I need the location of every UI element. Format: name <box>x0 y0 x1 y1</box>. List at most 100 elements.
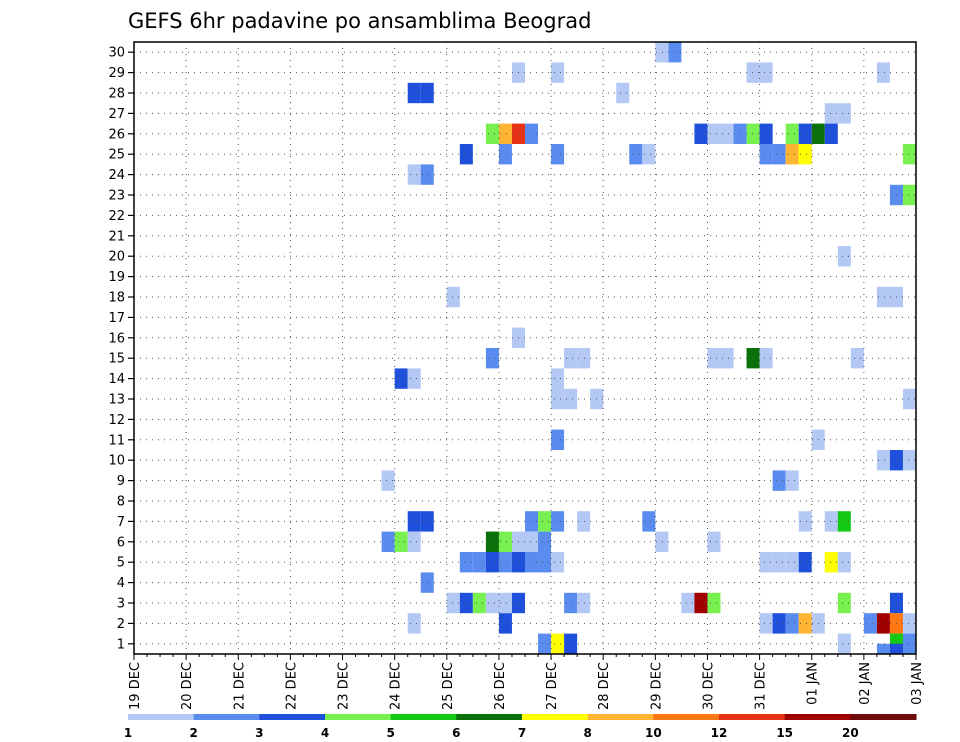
heatmap-cell <box>837 633 851 654</box>
y-tick-label: 6 <box>117 535 125 550</box>
x-tick-label: 21 DEC <box>232 662 247 710</box>
colorbar-segment <box>522 714 589 720</box>
heatmap-cell <box>472 552 486 573</box>
heatmap-cell <box>498 552 512 573</box>
heatmap-cell <box>642 511 656 532</box>
y-tick-label: 3 <box>117 597 125 612</box>
heatmap-cell <box>420 82 434 104</box>
heatmap-cell <box>485 592 499 614</box>
heatmap-cell <box>824 103 838 124</box>
colorbar-segment <box>850 714 917 720</box>
heatmap-cell <box>381 470 395 491</box>
x-tick-label: 19 DEC <box>128 662 143 710</box>
y-axis: 1234567891011121314151617181920212223242… <box>108 46 134 652</box>
heatmap-cell <box>772 144 786 165</box>
colorbar-segment <box>587 714 654 720</box>
x-tick-label: 29 DEC <box>649 662 664 710</box>
heatmap-cell <box>407 164 421 185</box>
heatmap-cell <box>694 592 708 614</box>
heatmap-cell <box>485 531 499 552</box>
heatmap-cell <box>420 511 434 532</box>
grid-lines <box>133 42 917 654</box>
heatmap-cell <box>538 511 552 532</box>
colorbar-label: 12 <box>711 726 728 740</box>
y-tick-label: 20 <box>108 250 125 265</box>
heatmap-cell <box>759 62 773 83</box>
heatmap-cell <box>525 511 539 532</box>
heatmap-cell <box>720 123 734 144</box>
x-tick-label: 28 DEC <box>597 662 612 710</box>
y-tick-label: 23 <box>108 189 125 204</box>
heatmap-cell <box>785 552 799 573</box>
heatmap-cell <box>902 144 916 165</box>
heatmap-cell <box>446 592 460 614</box>
heatmap-cell <box>551 511 565 532</box>
heatmap-cell <box>407 511 421 532</box>
y-tick-label: 27 <box>108 107 125 122</box>
heatmap-cell <box>798 613 812 634</box>
y-tick-label: 15 <box>108 352 125 367</box>
colorbar-segment <box>784 714 851 720</box>
y-tick-label: 1 <box>117 637 125 652</box>
heatmap-cell <box>577 592 591 614</box>
heatmap-cell <box>772 613 786 634</box>
colorbar-segment <box>390 714 457 720</box>
heatmap-cell <box>759 613 773 634</box>
heatmap-cells <box>381 42 916 654</box>
heatmap-cell <box>420 164 434 185</box>
heatmap-cell <box>407 613 421 634</box>
heatmap-cell <box>629 144 643 165</box>
y-tick-label: 13 <box>108 393 125 408</box>
heatmap-cell <box>485 552 499 573</box>
colorbar-label: 3 <box>255 726 263 740</box>
heatmap-cell <box>420 572 434 593</box>
heatmap-cell <box>785 123 799 144</box>
y-tick-label: 17 <box>108 311 125 326</box>
colorbar-label: 1 <box>124 726 132 740</box>
heatmap-cell <box>407 531 421 552</box>
x-tick-label: 26 DEC <box>493 662 508 710</box>
heatmap-cell <box>902 388 916 410</box>
heatmap-cell <box>824 511 838 532</box>
heatmap-cell <box>720 348 734 369</box>
heatmap-cell <box>837 552 851 573</box>
colorbar-segment <box>193 714 260 720</box>
x-tick-label: 27 DEC <box>545 662 560 710</box>
heatmap-cell <box>407 368 421 389</box>
heatmap-cell <box>642 144 656 165</box>
heatmap-cell <box>837 592 851 614</box>
heatmap-cell <box>655 42 669 63</box>
heatmap-cell <box>551 144 565 165</box>
heatmap-cell <box>707 348 721 369</box>
heatmap-cell <box>759 144 773 165</box>
y-tick-label: 30 <box>108 46 125 61</box>
heatmap-cell <box>498 144 512 165</box>
heatmap-cell <box>837 246 851 267</box>
heatmap-cell <box>538 552 552 573</box>
x-tick-label: 25 DEC <box>441 662 456 710</box>
colorbar-label: 4 <box>321 726 329 740</box>
x-tick-label: 30 DEC <box>701 662 716 710</box>
colorbar-segment <box>653 714 720 720</box>
y-tick-label: 2 <box>117 617 125 632</box>
colorbar-segment <box>325 714 392 720</box>
y-tick-label: 18 <box>108 291 125 306</box>
heatmap-cell <box>525 552 539 573</box>
heatmap-cell <box>616 82 630 104</box>
heatmap-cell <box>746 123 760 144</box>
y-tick-label: 4 <box>117 576 125 591</box>
heatmap-cell <box>798 511 812 532</box>
heatmap-cell <box>863 613 877 634</box>
heatmap-cell <box>772 470 786 491</box>
heatmap-cell <box>459 552 473 573</box>
heatmap-cell <box>798 552 812 573</box>
colorbar-label: 5 <box>386 726 394 740</box>
heatmap-cell <box>681 592 695 614</box>
heatmap-cell <box>525 123 539 144</box>
heatmap-cell <box>876 450 890 471</box>
y-tick-label: 19 <box>108 270 125 285</box>
y-tick-label: 12 <box>108 413 125 428</box>
colorbar: 1 2 3 4 5 6 7 8 10 12 15 20 <box>124 714 917 740</box>
heatmap-cell <box>759 552 773 573</box>
y-tick-label: 14 <box>108 372 125 387</box>
